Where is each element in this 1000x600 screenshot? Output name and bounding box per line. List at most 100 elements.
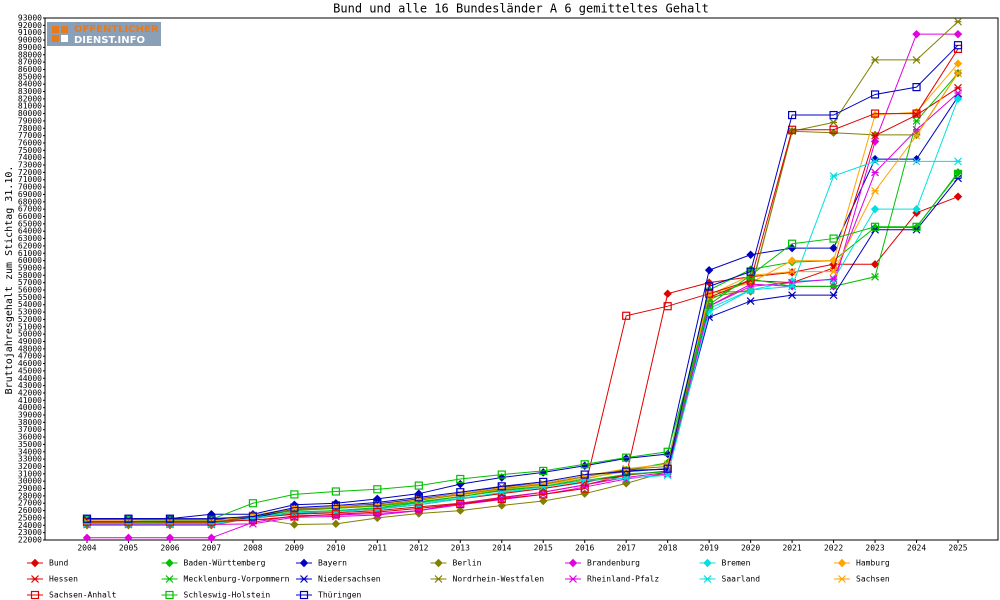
y-tick-label: 63000 <box>18 234 42 243</box>
y-tick-label: 26000 <box>18 506 42 515</box>
y-tick-label: 70000 <box>18 183 42 192</box>
marker <box>871 131 879 140</box>
logo: ÖFFENTLICHER DIENST.INFO <box>47 21 161 46</box>
marker <box>829 234 838 243</box>
marker <box>705 300 714 309</box>
y-tick-label: 41000 <box>18 396 42 405</box>
marker <box>414 481 423 490</box>
x-tick-label: 2019 <box>700 544 719 553</box>
x-tick-label: 2006 <box>160 544 179 553</box>
y-tick-label: 60000 <box>18 256 42 265</box>
marker <box>829 172 838 180</box>
marker <box>870 137 880 146</box>
y-tick-label: 23000 <box>18 528 42 537</box>
marker <box>622 467 631 476</box>
marker <box>953 192 963 201</box>
series-line <box>87 48 959 523</box>
legend-marker <box>299 558 309 568</box>
y-tick-label: 80000 <box>18 109 42 118</box>
y-tick-label: 46000 <box>18 359 42 368</box>
legend-label: Niedersachsen <box>318 575 381 584</box>
marker <box>953 59 963 68</box>
legend-label: Brandenburg <box>587 559 640 568</box>
series-line <box>87 96 959 520</box>
logo-icon <box>52 26 59 33</box>
x-tick-label: 2020 <box>741 544 760 553</box>
marker <box>663 471 672 480</box>
legend-marker <box>165 558 174 568</box>
y-tick-label: 85000 <box>18 72 42 81</box>
x-tick-label: 2023 <box>865 544 884 553</box>
y-tick-label: 56000 <box>18 286 42 295</box>
legend-label: Baden-Württemberg <box>184 559 266 568</box>
marker <box>871 157 879 166</box>
marker <box>912 154 921 164</box>
x-tick-label: 2024 <box>907 544 926 553</box>
marker <box>580 470 589 479</box>
series: Thüringen <box>82 41 963 600</box>
x-tick-label: 2013 <box>451 544 470 553</box>
marker <box>788 267 797 276</box>
y-tick-label: 24000 <box>18 521 42 530</box>
marker <box>953 41 963 50</box>
y-tick-label: 37000 <box>18 425 42 434</box>
series-line <box>87 173 959 520</box>
legend-label: Saarland <box>722 575 761 584</box>
legend-label: Bund <box>49 559 68 568</box>
legend-label: Berlin <box>453 559 482 568</box>
y-tick-label: 76000 <box>18 138 42 147</box>
logo-text: DIENST.INFO <box>74 35 145 46</box>
logo-icon <box>52 35 59 42</box>
y-tick-label: 89000 <box>18 43 42 52</box>
y-tick-label: 57000 <box>18 278 42 287</box>
marker <box>331 510 340 519</box>
marker <box>870 90 880 99</box>
y-tick-label: 78000 <box>18 124 42 133</box>
legend-marker <box>31 575 39 583</box>
logo-icon <box>61 35 68 42</box>
marker <box>829 267 838 276</box>
y-tick-label: 83000 <box>18 87 42 96</box>
marker <box>497 470 506 479</box>
y-tick-label: 40000 <box>18 403 42 412</box>
marker <box>746 297 755 305</box>
marker <box>331 519 341 529</box>
y-tick-label: 61000 <box>18 249 42 258</box>
marker <box>497 482 506 491</box>
y-tick-label: 82000 <box>18 94 42 103</box>
marker <box>829 291 838 300</box>
y-tick-label: 32000 <box>18 462 42 471</box>
marker <box>497 494 506 503</box>
marker <box>248 512 258 521</box>
y-tick-label: 81000 <box>18 102 42 111</box>
y-tick-label: 79000 <box>18 116 42 125</box>
marker <box>580 484 589 493</box>
marker <box>871 186 879 195</box>
y-tick-label: 35000 <box>18 440 42 449</box>
marker <box>331 487 340 496</box>
y-tick-label: 93000 <box>18 14 42 23</box>
y-tick-label: 30000 <box>18 477 42 486</box>
marker <box>954 17 962 26</box>
x-tick-label: 2021 <box>782 544 801 553</box>
marker <box>124 533 133 543</box>
y-tick-label: 36000 <box>18 433 42 442</box>
x-tick-label: 2009 <box>285 544 304 553</box>
x-tick-label: 2022 <box>824 544 843 553</box>
marker <box>953 94 963 104</box>
legend-marker <box>568 558 578 568</box>
x-tick-label: 2018 <box>658 544 677 553</box>
legend-label: Rheinland-Pfalz <box>587 575 659 584</box>
marker <box>871 272 879 281</box>
legend-marker <box>165 575 174 583</box>
marker <box>539 490 548 499</box>
marker <box>622 474 631 483</box>
legend-label: Hamburg <box>856 559 890 568</box>
y-tick-label: 29000 <box>18 484 42 493</box>
marker <box>870 260 880 269</box>
marker <box>539 496 548 506</box>
logo-icon <box>61 26 68 33</box>
marker <box>414 493 423 502</box>
marker <box>456 499 465 509</box>
marker <box>497 501 506 510</box>
